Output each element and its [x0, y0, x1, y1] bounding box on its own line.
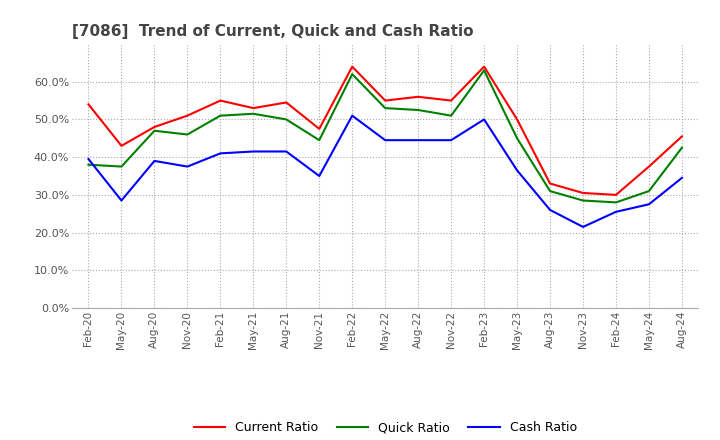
- Current Ratio: [183, 113, 192, 118]
- Cash Ratio: [282, 149, 291, 154]
- Current Ratio: [249, 106, 258, 111]
- Current Ratio: [579, 191, 588, 196]
- Quick Ratio: [348, 72, 356, 77]
- Cash Ratio: [612, 209, 621, 214]
- Current Ratio: [644, 164, 653, 169]
- Current Ratio: [348, 64, 356, 69]
- Quick Ratio: [216, 113, 225, 118]
- Current Ratio: [216, 98, 225, 103]
- Cash Ratio: [644, 202, 653, 207]
- Cash Ratio: [183, 164, 192, 169]
- Text: [7086]  Trend of Current, Quick and Cash Ratio: [7086] Trend of Current, Quick and Cash …: [72, 24, 474, 39]
- Cash Ratio: [447, 138, 456, 143]
- Quick Ratio: [579, 198, 588, 203]
- Line: Cash Ratio: Cash Ratio: [89, 116, 682, 227]
- Quick Ratio: [282, 117, 291, 122]
- Cash Ratio: [513, 168, 521, 173]
- Quick Ratio: [249, 111, 258, 117]
- Current Ratio: [480, 64, 488, 69]
- Quick Ratio: [381, 106, 390, 111]
- Line: Current Ratio: Current Ratio: [89, 66, 682, 195]
- Cash Ratio: [480, 117, 488, 122]
- Current Ratio: [282, 100, 291, 105]
- Quick Ratio: [678, 145, 686, 150]
- Cash Ratio: [546, 207, 554, 213]
- Quick Ratio: [612, 200, 621, 205]
- Quick Ratio: [117, 164, 126, 169]
- Current Ratio: [612, 192, 621, 198]
- Current Ratio: [447, 98, 456, 103]
- Quick Ratio: [480, 68, 488, 73]
- Cash Ratio: [579, 224, 588, 230]
- Quick Ratio: [315, 138, 323, 143]
- Cash Ratio: [348, 113, 356, 118]
- Current Ratio: [315, 126, 323, 132]
- Current Ratio: [546, 181, 554, 186]
- Current Ratio: [84, 102, 93, 107]
- Cash Ratio: [249, 149, 258, 154]
- Cash Ratio: [150, 158, 158, 164]
- Cash Ratio: [315, 173, 323, 179]
- Cash Ratio: [678, 175, 686, 180]
- Quick Ratio: [513, 136, 521, 141]
- Current Ratio: [117, 143, 126, 148]
- Quick Ratio: [546, 188, 554, 194]
- Current Ratio: [381, 98, 390, 103]
- Quick Ratio: [84, 162, 93, 167]
- Cash Ratio: [414, 138, 423, 143]
- Quick Ratio: [414, 107, 423, 113]
- Cash Ratio: [216, 151, 225, 156]
- Line: Quick Ratio: Quick Ratio: [89, 70, 682, 202]
- Current Ratio: [513, 117, 521, 122]
- Current Ratio: [150, 125, 158, 130]
- Quick Ratio: [644, 188, 653, 194]
- Cash Ratio: [381, 138, 390, 143]
- Legend: Current Ratio, Quick Ratio, Cash Ratio: Current Ratio, Quick Ratio, Cash Ratio: [189, 416, 582, 439]
- Quick Ratio: [183, 132, 192, 137]
- Current Ratio: [678, 134, 686, 139]
- Quick Ratio: [150, 128, 158, 133]
- Cash Ratio: [84, 156, 93, 161]
- Current Ratio: [414, 94, 423, 99]
- Quick Ratio: [447, 113, 456, 118]
- Cash Ratio: [117, 198, 126, 203]
